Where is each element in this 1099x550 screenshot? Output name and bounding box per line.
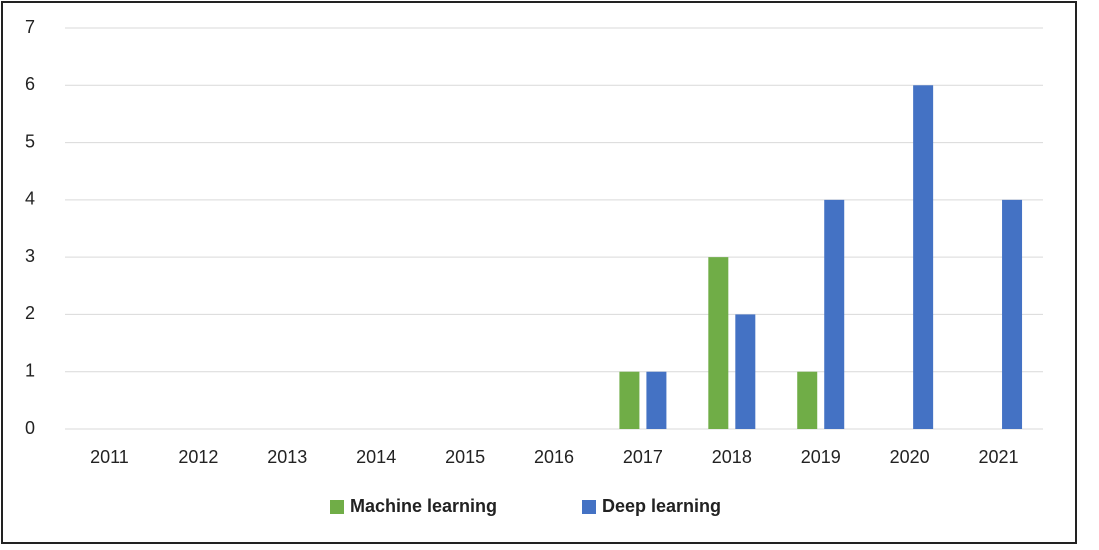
- x-tick-label: 2017: [623, 447, 663, 467]
- x-tick-label: 2019: [801, 447, 841, 467]
- bar: [708, 257, 729, 429]
- y-tick-label: 5: [25, 131, 35, 151]
- y-tick-label: 6: [25, 74, 35, 94]
- y-tick-label: 0: [25, 418, 35, 438]
- legend-swatch: [330, 500, 344, 514]
- x-tick-label: 2014: [356, 447, 396, 467]
- bar: [824, 199, 845, 429]
- bar: [797, 371, 818, 429]
- x-tick-label: 2015: [445, 447, 485, 467]
- legend-label: Deep learning: [602, 496, 721, 516]
- legend-swatch: [582, 500, 596, 514]
- y-tick-label: 1: [25, 360, 35, 380]
- bar: [1002, 199, 1023, 429]
- legend-label: Machine learning: [350, 496, 497, 516]
- chart-border: [1, 1, 1077, 544]
- bar: [619, 371, 640, 429]
- x-tick-label: 2016: [534, 447, 574, 467]
- x-tick-label: 2012: [178, 447, 218, 467]
- y-tick-label: 4: [25, 189, 35, 209]
- y-tick-label: 3: [25, 246, 35, 266]
- bar: [735, 314, 756, 429]
- bar: [913, 85, 934, 430]
- x-tick-label: 2013: [267, 447, 307, 467]
- x-tick-label: 2020: [890, 447, 930, 467]
- y-tick-label: 7: [25, 17, 35, 37]
- x-tick-label: 2011: [90, 447, 129, 467]
- y-tick-label: 2: [25, 303, 35, 323]
- x-tick-label: 2021: [979, 447, 1019, 467]
- x-tick-label: 2018: [712, 447, 752, 467]
- bar: [646, 371, 667, 429]
